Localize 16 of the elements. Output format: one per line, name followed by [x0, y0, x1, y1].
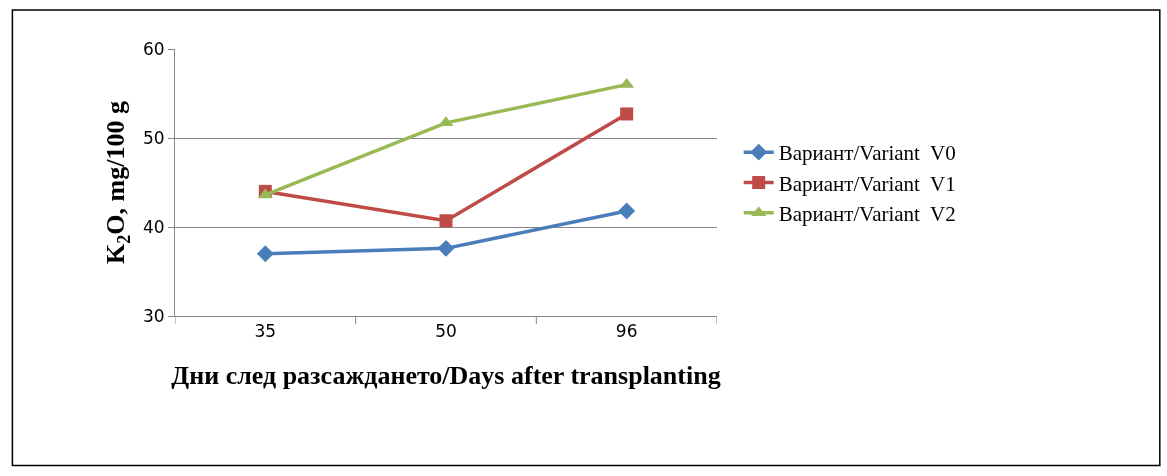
point: [439, 214, 453, 228]
x-axis-title: Дни след разсаждането/Days after transplanting: [171, 361, 721, 391]
legend-label: Вариант/Variant V1: [778, 171, 956, 196]
point: [618, 202, 636, 220]
x-tick-label: 50: [435, 321, 457, 342]
y-tick-label: 40: [142, 216, 165, 237]
y-tick-label: 50: [142, 127, 165, 148]
y-tick-label: 30: [142, 305, 165, 326]
point: [620, 107, 634, 121]
y-tick-label: 60: [142, 38, 165, 59]
x-tick-label: 96: [615, 321, 638, 342]
x-tick-label: 35: [254, 321, 277, 342]
point: [256, 245, 274, 263]
point: [437, 239, 455, 257]
legend-label: Вариант/Variant V0: [778, 141, 956, 166]
legend-label: Вариант/Variant V2: [778, 201, 956, 226]
